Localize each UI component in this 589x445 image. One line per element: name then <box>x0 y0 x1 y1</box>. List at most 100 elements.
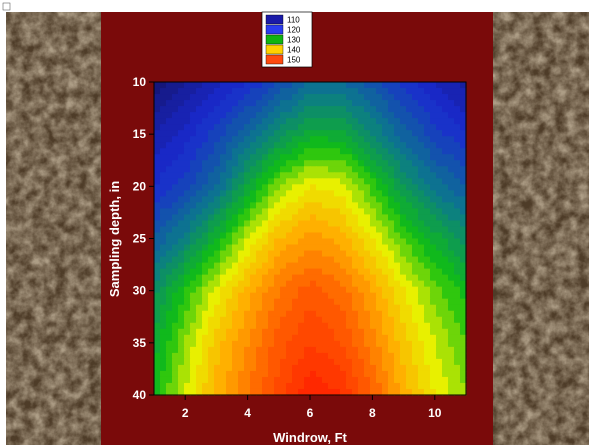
contour-cell <box>460 130 467 137</box>
contour-cell <box>388 322 395 330</box>
contour-cell <box>268 142 275 149</box>
contour-cell <box>460 322 467 330</box>
contour-cell <box>166 94 173 101</box>
contour-cell <box>328 214 335 222</box>
contour-cell <box>250 286 257 294</box>
contour-cell <box>172 166 179 173</box>
contour-cell <box>220 286 227 294</box>
contour-cell <box>346 304 353 312</box>
contour-cell <box>412 298 419 306</box>
contour-cell <box>256 244 263 252</box>
contour-cell <box>382 298 389 306</box>
contour-cell <box>418 106 425 113</box>
contour-cell <box>298 250 305 258</box>
contour-cell <box>232 118 239 125</box>
contour-cell <box>280 112 287 119</box>
contour-cell <box>448 124 455 131</box>
contour-cell <box>220 268 227 276</box>
contour-cell <box>166 352 173 360</box>
contour-cell <box>376 316 383 324</box>
contour-cell <box>262 376 269 384</box>
contour-cell <box>256 376 263 384</box>
contour-cell <box>376 82 383 89</box>
contour-cell <box>328 160 335 167</box>
contour-cell <box>454 388 461 396</box>
contour-cell <box>184 88 191 95</box>
contour-cell <box>352 250 359 258</box>
contour-cell <box>220 328 227 336</box>
contour-cell <box>370 106 377 113</box>
contour-cell <box>304 202 311 209</box>
contour-cell <box>394 208 401 216</box>
contour-cell <box>412 352 419 360</box>
contour-cell <box>244 130 251 137</box>
contour-cell <box>406 130 413 137</box>
contour-cell <box>334 310 341 318</box>
contour-cell <box>226 106 233 113</box>
contour-cell <box>166 316 173 324</box>
contour-cell <box>430 286 437 294</box>
contour-cell <box>250 376 257 384</box>
contour-cell <box>334 364 341 372</box>
contour-cell <box>280 94 287 101</box>
contour-cell <box>436 112 443 119</box>
contour-cell <box>172 88 179 95</box>
contour-cell <box>160 262 167 270</box>
contour-cell <box>376 220 383 228</box>
contour-cell <box>274 88 281 95</box>
contour-cell <box>442 130 449 137</box>
contour-cell <box>406 202 413 209</box>
contour-cell <box>232 388 239 396</box>
contour-cell <box>310 334 317 342</box>
contour-cell <box>208 286 215 294</box>
contour-cell <box>292 112 299 119</box>
contour-cell <box>160 316 167 324</box>
contour-cell <box>442 304 449 312</box>
contour-cell <box>196 214 203 222</box>
contour-cell <box>238 244 245 252</box>
contour-cell <box>292 124 299 131</box>
contour-cell <box>424 94 431 101</box>
contour-cell <box>430 346 437 354</box>
contour-cell <box>166 256 173 264</box>
contour-cell <box>304 136 311 143</box>
contour-cell <box>280 208 287 216</box>
contour-cell <box>298 352 305 360</box>
contour-cell <box>454 154 461 161</box>
contour-cell <box>436 352 443 360</box>
contour-cell <box>256 358 263 366</box>
contour-cell <box>364 148 371 155</box>
contour-cell <box>346 202 353 209</box>
contour-cell <box>364 184 371 191</box>
contour-cell <box>418 382 425 390</box>
contour-cell <box>304 178 311 185</box>
contour-cell <box>250 106 257 113</box>
contour-cell <box>190 346 197 354</box>
contour-cell <box>346 220 353 228</box>
contour-cell <box>316 346 323 354</box>
contour-cell <box>346 346 353 354</box>
contour-cell <box>436 280 443 288</box>
contour-cell <box>358 358 365 366</box>
contour-cell <box>358 352 365 360</box>
contour-cell <box>400 136 407 143</box>
contour-cell <box>424 160 431 167</box>
contour-cell <box>310 130 317 137</box>
contour-cell <box>448 172 455 179</box>
contour-cell <box>166 208 173 216</box>
contour-cell <box>238 268 245 276</box>
contour-cell <box>352 220 359 228</box>
contour-cell <box>262 214 269 222</box>
contour-cell <box>322 322 329 330</box>
contour-cell <box>442 118 449 125</box>
contour-cell <box>322 160 329 167</box>
contour-cell <box>382 160 389 167</box>
contour-cell <box>436 286 443 294</box>
contour-cell <box>274 316 281 324</box>
contour-cell <box>364 286 371 294</box>
contour-cell <box>322 340 329 348</box>
contour-cell <box>310 208 317 216</box>
contour-cell <box>310 172 317 179</box>
contour-cell <box>154 292 161 300</box>
contour-cell <box>400 226 407 234</box>
